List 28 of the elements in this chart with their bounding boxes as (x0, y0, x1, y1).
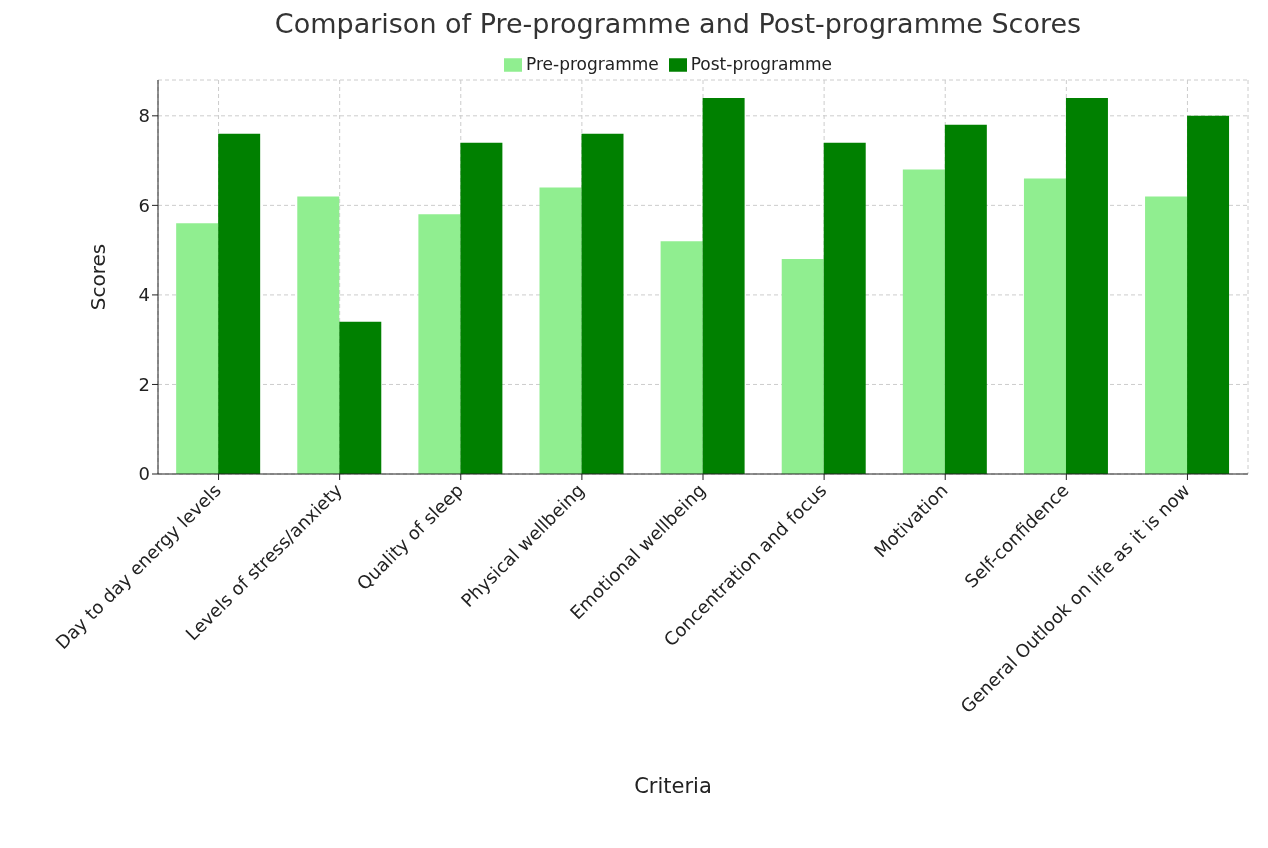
bar (176, 223, 219, 474)
bar (823, 142, 866, 474)
bar (944, 124, 987, 474)
y-tick-label: 4 (138, 284, 150, 306)
y-tick-label: 8 (138, 105, 150, 127)
bar (902, 169, 945, 474)
bar (218, 133, 261, 474)
y-axis-title: Scores (86, 243, 111, 311)
bar (781, 259, 824, 474)
bar (460, 142, 503, 474)
chart-title: Comparison of Pre-programme and Post-programme Scores (273, 8, 1083, 41)
bar (297, 196, 340, 474)
bar (581, 133, 624, 474)
bar (1145, 196, 1188, 474)
bar (418, 214, 461, 474)
bar (1023, 178, 1066, 474)
bar (1065, 97, 1108, 474)
bar (1187, 115, 1230, 474)
legend-label: Post-programme (690, 54, 833, 74)
y-tick-label: 2 (138, 373, 150, 395)
x-axis-title: Criteria (633, 774, 713, 798)
bar (339, 321, 382, 474)
y-tick-label: 0 (138, 463, 150, 485)
legend-label: Pre-programme (525, 54, 659, 74)
bar (660, 241, 703, 474)
bar (539, 187, 582, 474)
y-tick-label: 6 (138, 194, 150, 216)
bar (702, 97, 745, 474)
